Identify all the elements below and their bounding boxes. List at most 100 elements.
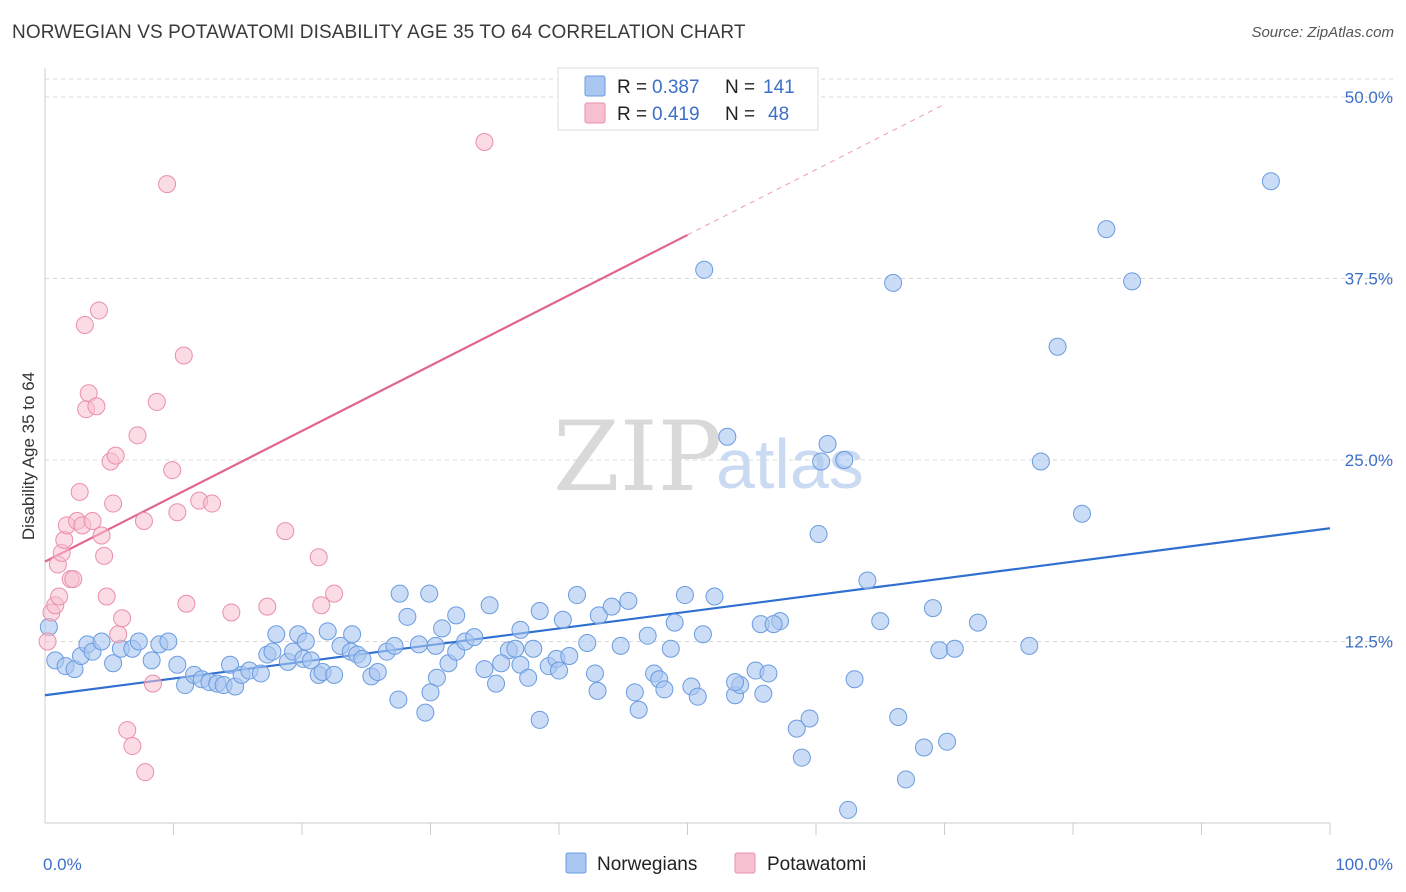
data-point-potawatomi	[64, 570, 83, 589]
data-point-norwegians	[655, 680, 674, 699]
data-point-norwegians	[675, 586, 694, 605]
data-point-norwegians	[129, 632, 148, 651]
data-point-potawatomi	[70, 482, 89, 501]
data-point-norwegians	[421, 683, 440, 702]
data-point-potawatomi	[143, 674, 162, 693]
data-point-potawatomi	[136, 763, 155, 782]
bottom-legend: Norwegians Potawatomi	[565, 852, 866, 875]
data-point-potawatomi	[97, 587, 116, 606]
watermark-zip: ZIP	[553, 401, 722, 513]
series-norwegians	[39, 172, 1280, 819]
data-point-norwegians	[530, 710, 549, 729]
data-point-norwegians	[368, 662, 387, 681]
data-point-norwegians	[930, 641, 949, 660]
data-point-norwegians	[754, 684, 773, 703]
legend-r-label: R =	[617, 104, 647, 125]
legend-row-potawatomi: R = 0.419 N = 48	[584, 102, 789, 125]
grid-lines	[45, 78, 1394, 642]
data-point-norwegians	[420, 584, 439, 603]
data-point-norwegians	[705, 587, 724, 606]
data-point-norwegians	[385, 636, 404, 655]
legend: R = 0.387 N = 141 R = 0.419 N = 48	[557, 67, 819, 131]
data-point-norwegians	[550, 661, 568, 680]
chart-title: NORWEGIAN VS POTAWATOMI DISABILITY AGE 3…	[12, 22, 746, 43]
data-point-norwegians	[611, 636, 630, 655]
data-point-norwegians	[588, 681, 607, 700]
data-point-norwegians	[787, 719, 806, 738]
data-point-norwegians	[487, 674, 506, 693]
axes	[44, 68, 1331, 835]
legend-r-value: 0.387	[652, 77, 700, 98]
data-point-norwegians	[433, 619, 452, 638]
legend-swatch-pink	[584, 102, 606, 124]
data-point-norwegians	[325, 665, 344, 684]
legend-n-label: N =	[725, 104, 755, 125]
data-point-norwegians	[1072, 504, 1091, 523]
data-point-norwegians	[1020, 636, 1039, 655]
chart-source: Source: ZipAtlas.com	[1251, 24, 1394, 41]
y-tick-label: 25.0%	[1345, 451, 1393, 470]
data-point-potawatomi	[177, 594, 196, 613]
data-point-norwegians	[492, 654, 511, 673]
data-point-norwegians	[142, 651, 161, 670]
data-point-norwegians	[812, 452, 831, 471]
data-point-norwegians	[519, 668, 538, 687]
trend-line-potawatomi-extension	[687, 103, 945, 236]
data-point-norwegians	[398, 607, 417, 626]
data-point-potawatomi	[325, 584, 344, 603]
data-point-norwegians	[665, 613, 684, 632]
data-point-potawatomi	[87, 397, 106, 416]
data-point-norwegians	[764, 615, 783, 634]
data-point-norwegians	[318, 622, 337, 641]
data-point-potawatomi	[163, 461, 182, 480]
data-point-potawatomi	[147, 392, 166, 411]
data-point-norwegians	[426, 636, 445, 655]
data-point-norwegians	[1097, 220, 1116, 239]
data-point-norwegians	[619, 591, 638, 610]
data-point-norwegians	[759, 664, 778, 683]
data-point-norwegians	[835, 451, 854, 469]
series-potawatomi	[38, 133, 494, 782]
data-point-norwegians	[896, 770, 915, 789]
data-point-potawatomi	[104, 494, 123, 513]
data-point-norwegians	[589, 606, 608, 625]
data-point-potawatomi	[92, 526, 111, 545]
data-point-norwegians	[695, 260, 714, 279]
y-tick-label: 12.5%	[1345, 633, 1393, 652]
data-point-norwegians	[923, 599, 942, 618]
data-point-norwegians	[602, 597, 621, 616]
data-point-norwegians	[389, 690, 408, 709]
bottom-legend-potawatomi: Potawatomi	[767, 854, 866, 875]
data-point-norwegians	[1031, 452, 1050, 471]
x-tick-label: 0.0%	[43, 855, 82, 874]
data-point-norwegians	[353, 649, 372, 668]
data-point-norwegians	[159, 632, 178, 651]
data-point-norwegians	[168, 655, 187, 674]
data-point-norwegians	[945, 639, 964, 658]
x-tick-label: 100.0%	[1335, 855, 1393, 874]
data-point-norwegians	[809, 525, 828, 544]
data-point-potawatomi	[75, 315, 94, 334]
data-point-norwegians	[267, 625, 286, 644]
data-point-norwegians	[1261, 172, 1280, 191]
data-point-norwegians	[661, 639, 680, 658]
data-point-norwegians	[475, 660, 494, 679]
data-point-norwegians	[465, 628, 484, 647]
data-point-potawatomi	[83, 511, 102, 530]
data-point-norwegians	[638, 626, 657, 645]
data-point-potawatomi	[203, 494, 222, 513]
data-point-norwegians	[688, 687, 707, 706]
data-point-potawatomi	[276, 522, 295, 541]
data-point-norwegians	[871, 612, 890, 631]
data-point-potawatomi	[158, 175, 177, 194]
data-point-potawatomi	[50, 587, 69, 606]
bottom-legend-swatch-pink	[734, 852, 756, 874]
data-point-norwegians	[296, 632, 315, 651]
data-point-norwegians	[409, 635, 428, 654]
bottom-legend-swatch-blue	[565, 852, 587, 874]
tick-labels: 12.5% 25.0% 37.5% 50.0% 0.0% 100.0%	[43, 88, 1393, 874]
data-point-norwegians	[251, 664, 270, 683]
bottom-legend-norwegians: Norwegians	[597, 854, 697, 875]
data-point-norwegians	[629, 700, 648, 719]
data-point-norwegians	[567, 586, 586, 605]
